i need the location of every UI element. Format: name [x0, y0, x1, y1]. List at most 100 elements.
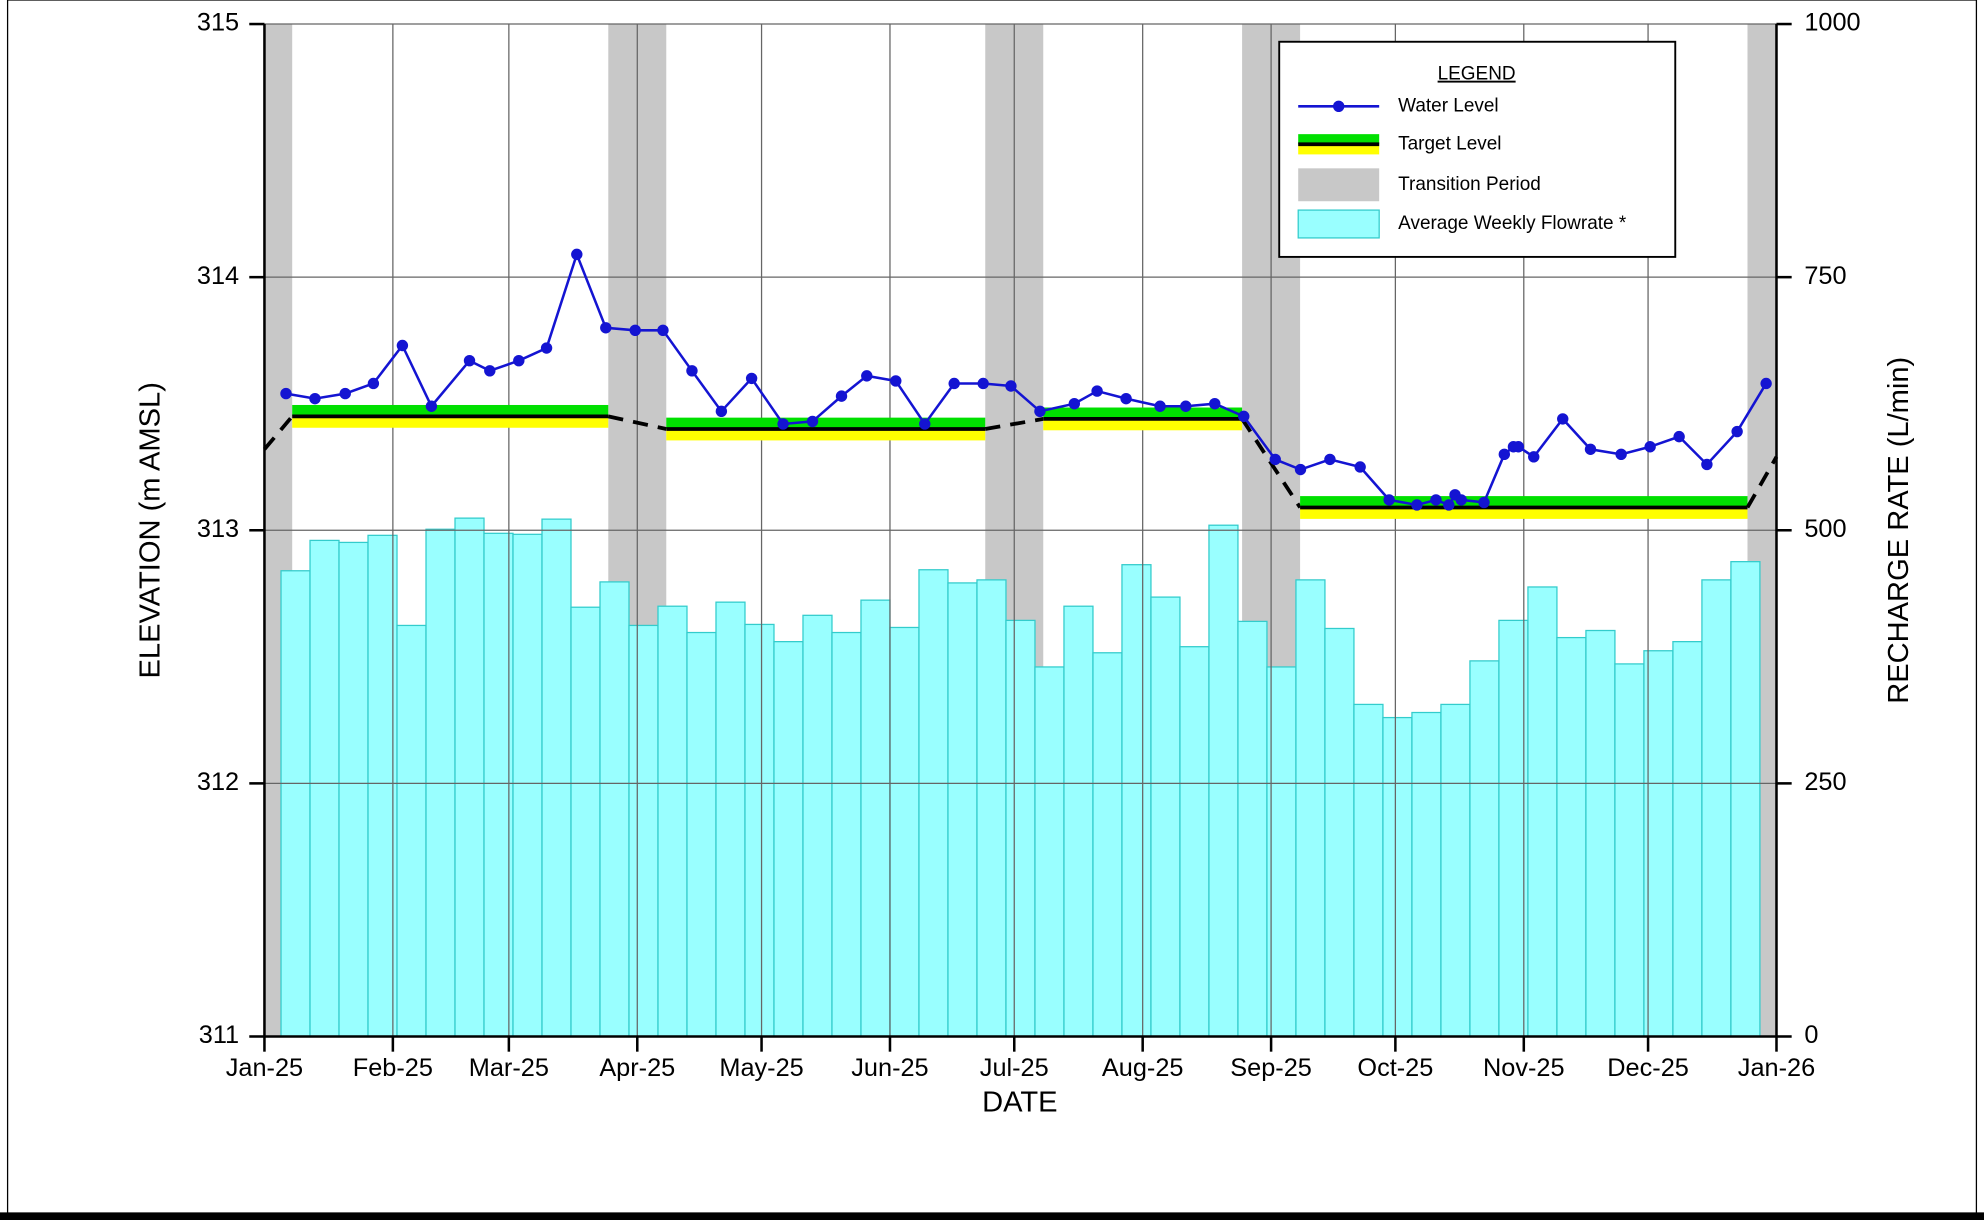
legend-swatch — [1333, 100, 1345, 113]
flow-bar — [338, 541, 369, 1038]
water-level-point — [484, 365, 496, 377]
flow-bar — [744, 623, 775, 1038]
flow-bar — [1353, 703, 1384, 1038]
target-connector — [984, 417, 1044, 431]
flow-bar — [1324, 627, 1355, 1038]
x-tick-label: Oct-25 — [1357, 1054, 1433, 1082]
target-lower-band — [292, 416, 609, 428]
water-level-point — [425, 400, 438, 412]
legend-title: LEGEND — [1438, 64, 1516, 85]
legend: LEGEND Transition Period Average Weekly Fl… — [1278, 40, 1677, 258]
flow-bar — [1034, 666, 1065, 1038]
y2-tick-label: 750 — [1804, 262, 1846, 290]
y-tick-label: 313 — [197, 515, 239, 543]
target-connector — [1745, 455, 1779, 509]
water-level-point — [1383, 494, 1395, 506]
target-lower-band — [666, 429, 986, 441]
water-level-point — [1512, 441, 1525, 453]
target-upper-band — [1043, 407, 1243, 419]
water-level-point — [1411, 499, 1423, 511]
flow-bar — [1556, 636, 1587, 1038]
flow-bar — [1121, 564, 1152, 1038]
y-tick-label: 315 — [197, 9, 239, 37]
flow-bar — [570, 606, 601, 1038]
water-level-point — [367, 377, 380, 390]
water-level-point — [1209, 398, 1221, 410]
x-tick-label: Jan-25 — [226, 1054, 303, 1082]
y2-tick-label: 1000 — [1804, 9, 1860, 37]
flow-bar — [1005, 619, 1036, 1038]
flow-bar — [1092, 652, 1123, 1038]
water-level-point — [600, 322, 612, 334]
flow-bar — [773, 641, 804, 1038]
target-upper-band — [1300, 496, 1748, 508]
water-level-point — [309, 392, 321, 405]
flow-bar — [454, 517, 485, 1038]
water-level-point — [1269, 453, 1281, 466]
water-level-point — [1154, 400, 1166, 412]
water-level-point — [280, 387, 292, 400]
target-connector — [607, 414, 667, 431]
x-tick-label: Feb-25 — [353, 1054, 433, 1082]
x-tick-label: May-25 — [719, 1054, 803, 1082]
target-lower-band — [1043, 418, 1243, 431]
flow-bar — [686, 631, 717, 1038]
flow-bar — [715, 601, 746, 1038]
flow-bar — [396, 624, 427, 1038]
flow-bar — [512, 533, 543, 1038]
water-level-point — [629, 324, 641, 337]
flow-bar — [889, 626, 920, 1038]
water-level-point — [1068, 398, 1081, 410]
water-level-point — [463, 354, 476, 367]
flow-bar — [976, 579, 1007, 1038]
target-upper-band — [292, 404, 609, 417]
legend-label: Target Level — [1398, 133, 1501, 154]
water-level-point — [1455, 494, 1467, 506]
water-level-point — [1324, 453, 1336, 466]
flow-bar — [541, 518, 572, 1038]
flow-bar — [309, 539, 340, 1038]
flow-bar — [802, 614, 833, 1038]
water-level-point — [777, 418, 789, 430]
water-level-point — [890, 375, 902, 387]
legend-label: Average Weekly Flowrate * — [1398, 213, 1627, 234]
flow-bar — [918, 569, 949, 1038]
flow-bar — [1179, 646, 1210, 1038]
flow-bar — [1208, 524, 1239, 1038]
water-level-point — [745, 372, 758, 385]
legend-swatch — [1297, 209, 1380, 239]
water-level-point — [339, 387, 351, 400]
water-level-point — [1701, 458, 1713, 471]
flow-bar — [1295, 579, 1326, 1038]
water-level-point — [1443, 499, 1455, 511]
y-tick-label: 311 — [199, 1021, 239, 1049]
flow-bar — [1585, 629, 1616, 1038]
water-level-point — [571, 248, 583, 261]
x-tick-label: Jun-25 — [851, 1054, 928, 1082]
water-level-point — [1557, 413, 1569, 425]
water-level-point — [1005, 380, 1017, 392]
flow-bar — [860, 599, 891, 1038]
target-lower-band — [1300, 507, 1748, 519]
legend-label: Water Level — [1398, 95, 1499, 116]
water-level-point — [919, 418, 931, 430]
water-level-point — [948, 377, 960, 390]
water-level-point — [1760, 377, 1772, 390]
plot: 311 312 313 314 315 0 250 500 750 1000 Jan-25 Feb-2… — [197, 9, 1861, 1082]
legend-swatch — [1298, 168, 1380, 202]
x-axis-label: DATE — [982, 1086, 1057, 1118]
flow-bar — [1614, 663, 1645, 1038]
flow-bar — [657, 605, 688, 1038]
flow-bar — [1150, 596, 1181, 1038]
target-upper-band — [666, 417, 986, 430]
y2-axis-label: RECHARGE RATE (L/min) — [1883, 357, 1915, 704]
flow-bar — [1730, 561, 1761, 1038]
water-level-point — [1584, 443, 1597, 455]
water-level-point — [1615, 448, 1627, 461]
water-level-point — [396, 339, 409, 352]
y-tick-label: 314 — [197, 262, 239, 290]
water-level-point — [1354, 461, 1366, 473]
legend-swatch — [1298, 134, 1380, 145]
